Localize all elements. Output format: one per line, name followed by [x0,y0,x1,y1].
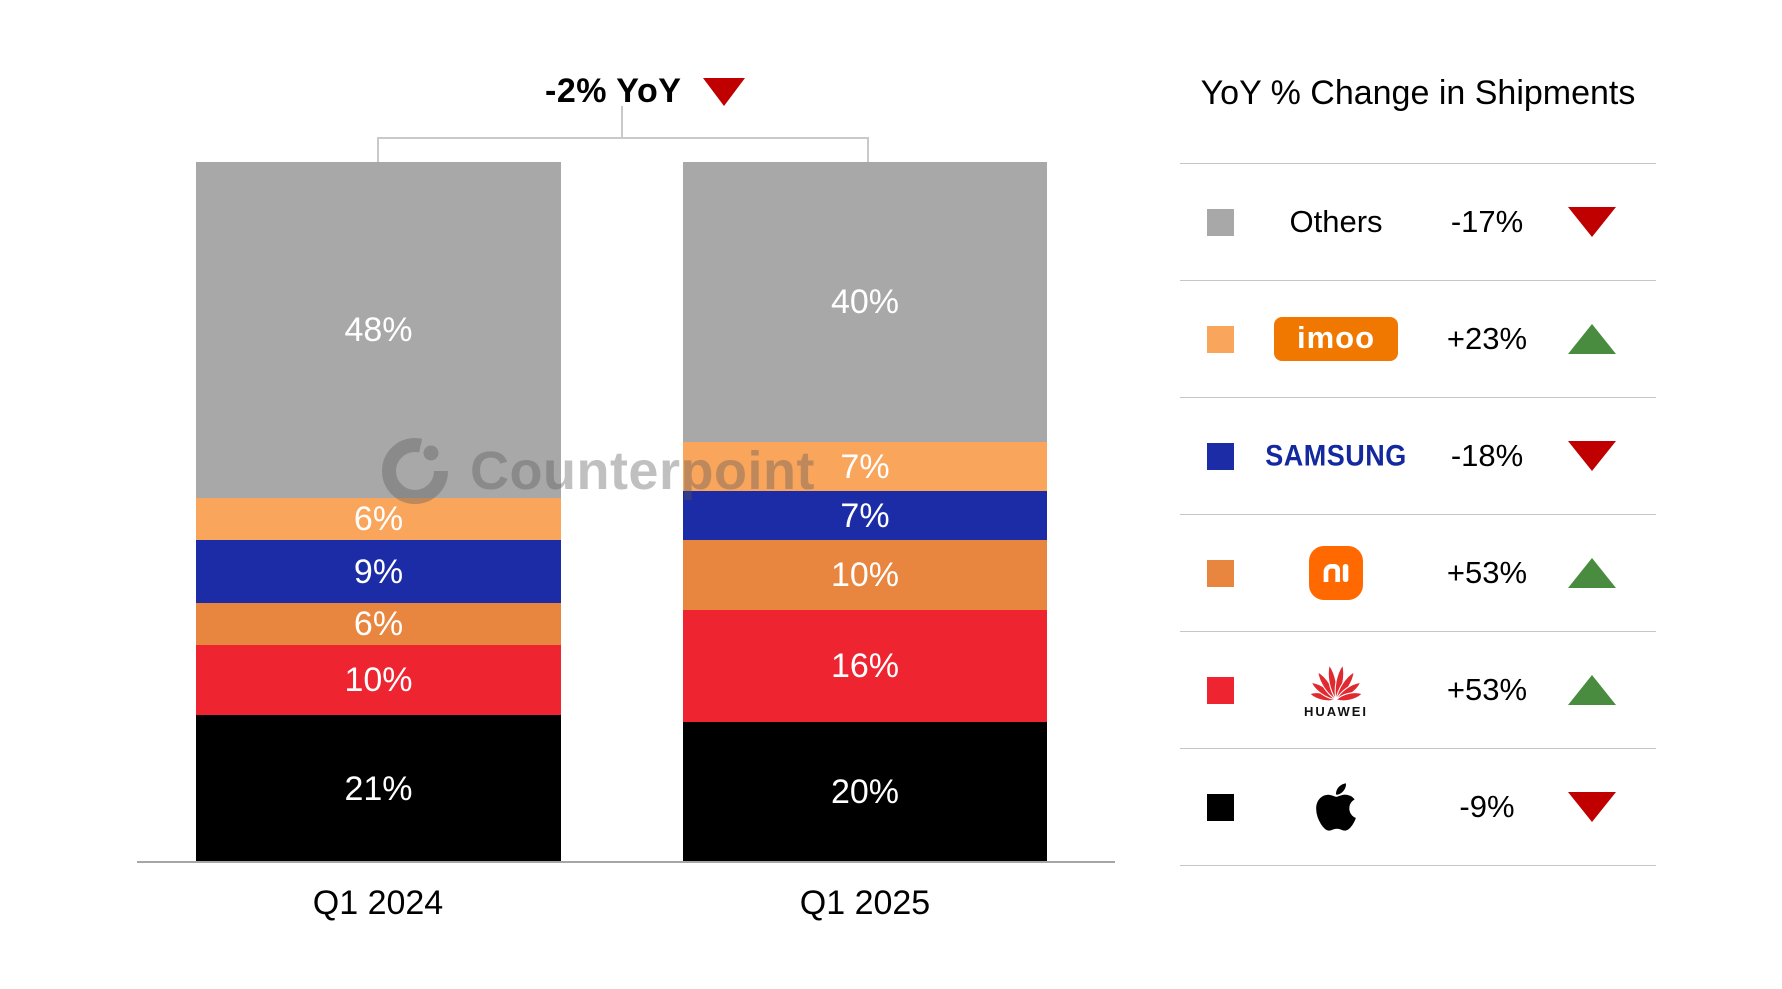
legend-row-xiaomi: +53% [1180,514,1656,631]
huawei-wordmark: HUAWEI [1304,703,1368,719]
mi-logo [1309,546,1363,600]
xiaomi-color-swatch [1207,559,1234,587]
up-triangle-icon [1568,675,1616,705]
imoo-wordmark: imoo [1296,320,1376,355]
mi-glyph-icon [1323,564,1349,582]
samsung-change-value: -18% [1450,438,1524,473]
bar-segment-value-label: 10% [830,556,900,594]
down-triangle-icon [1568,792,1616,822]
huawei-logo: HUAWEI [1304,662,1368,719]
bracket-stem [621,106,623,137]
bar-segment-value-label: 9% [353,552,404,591]
bracket-right-stub [867,137,869,163]
samsung-logo: SAMSUNG [1265,439,1407,472]
imoo-color-swatch [1207,325,1234,353]
chart-title-group: -2% YoY [545,72,746,111]
bar-segment-samsung: 7% [683,491,1047,540]
bar-segment-imoo: 6% [196,498,561,540]
imoo-logo: imoo [1274,317,1398,361]
bar-segment-value-label: 48% [344,311,413,349]
huawei-petals-icon [1309,663,1363,701]
stacked-bar-q1-2025: 40% 7% 7% 10% 16% 20% [683,162,1047,862]
apple-color-swatch [1207,793,1234,821]
legend-row-huawei: HUAWEI +53% [1180,631,1656,748]
apple-change-value: -9% [1459,789,1515,824]
up-triangle-icon [1568,558,1616,588]
bar-segment-apple: 20% [683,722,1047,862]
bar-segment-samsung: 9% [196,540,561,603]
bracket-left-stub [377,137,379,163]
down-triangle-icon [1568,207,1616,237]
xiaomi-change-value: +53% [1446,555,1528,590]
up-triangle-icon [1568,324,1616,354]
legend-title: YoY % Change in Shipments [1200,74,1636,112]
bar-segment-value-label: 21% [344,769,413,808]
bar-segment-others: 40% [683,162,1047,442]
bar-segment-value-label: 40% [830,283,900,321]
legend-row-apple: -9% [1180,748,1656,866]
bar-segment-huawei: 10% [196,645,561,715]
bar-segment-others: 48% [196,162,561,498]
others-label: Others [1289,204,1383,239]
bar-segment-value-label: 7% [840,496,890,535]
bar-segment-imoo: 7% [683,442,1047,491]
bar-segment-xiaomi: 6% [196,603,561,645]
huawei-change-value: +53% [1446,672,1528,707]
others-change-value: -17% [1450,204,1524,239]
bar-segment-huawei: 16% [683,610,1047,722]
bracket-horizontal [377,137,869,139]
bar-segment-value-label: 10% [344,661,413,699]
bar-segment-value-label: 20% [830,773,900,811]
legend-row-imoo: imoo +23% [1180,280,1656,397]
huawei-color-swatch [1207,676,1234,704]
bar-segment-value-label: 6% [353,605,404,643]
x-axis-label-q1-2024: Q1 2024 [312,884,444,922]
bar-segment-xiaomi: 10% [683,540,1047,610]
legend-row-samsung: SAMSUNG -18% [1180,397,1656,514]
x-axis-label-q1-2025: Q1 2025 [799,884,931,922]
bar-segment-value-label: 16% [830,647,900,685]
stacked-bar-q1-2024: 48% 6% 9% 6% 10% 21% [196,162,561,862]
bar-segment-apple: 21% [196,715,561,862]
chart-title: -2% YoY [545,72,682,110]
legend-row-others: Others -17% [1180,163,1656,280]
down-triangle-icon [703,77,746,106]
samsung-color-swatch [1207,442,1234,470]
bar-segment-value-label: 7% [840,447,890,486]
imoo-change-value: +23% [1446,321,1528,356]
apple-logo-icon [1316,783,1356,831]
legend-table: Others -17% imoo +23% SAMSUNG -18% [1180,163,1656,866]
others-color-swatch [1207,208,1234,236]
x-axis-line [137,861,1115,863]
bar-segment-value-label: 6% [353,500,404,538]
down-triangle-icon [1568,441,1616,471]
